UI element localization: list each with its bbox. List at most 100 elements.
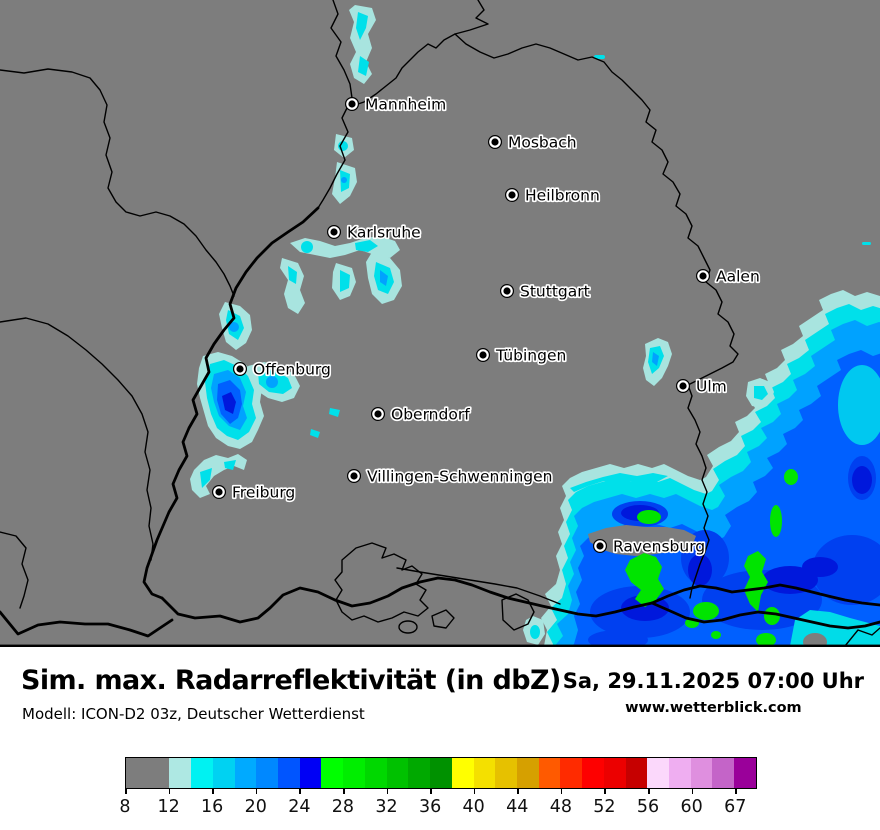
country-borders [0, 0, 880, 647]
city-marker-ulm: Ulm [675, 376, 728, 397]
border-left-upper [0, 68, 235, 297]
legend-segment [169, 758, 192, 788]
city-label: Ravensburg [613, 538, 705, 556]
city-marker-mosbach: Mosbach [488, 132, 578, 153]
legend-tick-label: 24 [288, 797, 311, 817]
page-title: Sim. max. Radarreflektivität (in dbZ) [21, 665, 561, 696]
legend-tick-label: 8 [119, 797, 131, 817]
city-label: Karlsruhe [347, 224, 421, 242]
legend-segment [603, 758, 626, 788]
caption-area: Sim. max. Radarreflektivität (in dbZ) Mo… [0, 647, 880, 830]
city-dot [236, 365, 244, 373]
border-austria [650, 601, 880, 630]
datetime-block: Sa, 29.11.2025 07:00 Uhr www.wetterblick… [563, 669, 864, 716]
city-marker-freiburg: Freiburg [212, 482, 297, 503]
map-bottom-rule [0, 644, 880, 647]
city-label: Offenburg [253, 361, 331, 379]
city-dot [491, 138, 499, 146]
city-label: Tübingen [495, 347, 566, 365]
border-hessen [351, 0, 489, 107]
radar-map-canvas: Mannheim Mosbach Heilbronn Karlsruhe Stuttga… [0, 0, 880, 706]
legend-segment [538, 758, 561, 788]
precipitation-small-blobs [190, 5, 871, 645]
legend-segment [582, 758, 604, 788]
border-bottom-left [0, 610, 174, 638]
city-marker-t-bingen: Tübingen [476, 345, 568, 366]
legend-segment [430, 758, 452, 788]
city-label: Villingen-Schwenningen [367, 468, 552, 486]
city-dot [679, 382, 687, 390]
legend-segment [321, 758, 344, 788]
city-marker-ravensburg: Ravensburg [592, 536, 707, 557]
city-marker-oberndorf: Oberndorf [371, 404, 472, 425]
legend-tick-label: 12 [157, 797, 180, 817]
legend-tick-label: 16 [201, 797, 224, 817]
legend-segment [625, 758, 648, 788]
city-marker-karlsruhe: Karlsruhe [327, 222, 422, 243]
legend-segment [473, 758, 496, 788]
city-dot [699, 272, 707, 280]
legend-tick-label: 40 [462, 797, 485, 817]
legend-segment [386, 758, 409, 788]
legend-tick-label: 67 [724, 797, 747, 817]
legend-tick-mark [517, 788, 519, 794]
city-dot [374, 410, 382, 418]
legend-tick-mark [386, 788, 389, 794]
legend-tick-mark [125, 788, 127, 794]
city-label: Freiburg [232, 484, 295, 502]
legend-segment [690, 758, 713, 788]
border-switzerland [160, 576, 880, 624]
legend-segment [560, 758, 583, 788]
legend-segment [495, 758, 517, 788]
city-label: Ulm [696, 378, 727, 396]
legend-tick-mark [212, 788, 214, 794]
city-marker-heilbronn: Heilbronn [505, 185, 601, 206]
legend-segment [191, 758, 213, 788]
city-marker-mannheim: Mannheim [345, 94, 448, 115]
city-markers: Mannheim Mosbach Heilbronn Karlsruhe Stuttga… [212, 94, 761, 557]
city-dot [596, 542, 604, 550]
legend-segment [734, 758, 756, 788]
website-link[interactable]: www.wetterblick.com [625, 700, 802, 716]
legend-segment [234, 758, 257, 788]
legend-segment [299, 758, 322, 788]
city-dot [479, 351, 487, 359]
valid-datetime: Sa, 29.11.2025 07:00 Uhr [562, 669, 864, 693]
legend-segment [516, 758, 539, 788]
legend-tick-label: 36 [418, 797, 442, 817]
city-dot [508, 191, 516, 199]
legend-tick-mark [342, 788, 345, 794]
legend-segment [668, 758, 691, 788]
city-marker-offenburg: Offenburg [233, 359, 332, 380]
city-dot [330, 228, 338, 236]
radar-map: Mannheim Mosbach Heilbronn Karlsruhe Stuttga… [0, 0, 880, 706]
city-dot [350, 472, 358, 480]
legend-tick-mark [648, 788, 650, 794]
city-label: Stuttgart [520, 283, 590, 301]
city-marker-villingen-schwenningen: Villingen-Schwenningen [347, 466, 554, 487]
legend-segment [408, 758, 431, 788]
city-label: Oberndorf [391, 406, 470, 424]
legend-segment [212, 758, 235, 788]
city-dot [215, 488, 223, 496]
legend-segment [343, 758, 365, 788]
legend-tick-label: 32 [375, 797, 398, 817]
legend-tick-label: 48 [549, 797, 572, 817]
legend-segment [364, 758, 387, 788]
legend-tick-mark [604, 788, 607, 794]
legend-segment [647, 758, 669, 788]
precipitation-green-cores [625, 469, 798, 647]
city-label: Mannheim [365, 96, 446, 114]
border-bavaria [454, 33, 739, 599]
legend-tick-mark [691, 788, 694, 794]
legend-tick-label: 20 [244, 797, 267, 817]
city-dot [348, 100, 356, 108]
city-dot [503, 287, 511, 295]
legend-segment [256, 758, 279, 788]
legend-tick-mark [473, 788, 476, 794]
legend-tick-mark [560, 788, 563, 794]
legend-tick-label: 28 [331, 797, 355, 817]
border-left-lower [0, 531, 29, 609]
legend-tick-mark [168, 788, 171, 794]
